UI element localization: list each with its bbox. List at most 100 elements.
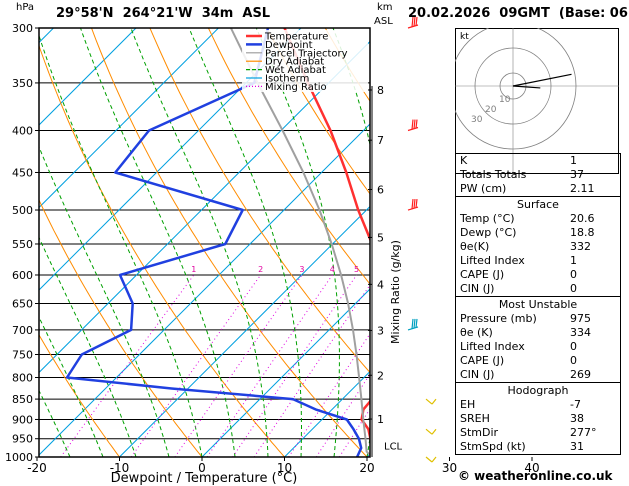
mixing-ratio-line xyxy=(60,274,195,457)
unstable-title: Most Unstable xyxy=(456,296,620,312)
isotherm-line xyxy=(119,205,370,457)
mixing-ratio-label: 4 xyxy=(330,265,335,274)
mixing-ratio-label: 3 xyxy=(299,265,304,274)
isotherm-line xyxy=(39,28,302,291)
data-point xyxy=(364,438,367,440)
index-value: 334 xyxy=(570,326,591,339)
km-tick-label: 4 xyxy=(377,278,384,291)
data-point xyxy=(358,438,360,440)
index-value: -7 xyxy=(570,398,581,411)
km-label: km xyxy=(377,2,393,13)
index-label: EH xyxy=(460,398,476,411)
index-value: 0 xyxy=(570,340,577,353)
data-point xyxy=(362,418,364,421)
legend-item: Wet Adiabat xyxy=(265,65,326,76)
data-point xyxy=(318,209,321,211)
index-value: 2.11 xyxy=(570,182,595,195)
x-tick-label: 30 xyxy=(442,461,457,475)
dry-adiabat xyxy=(207,28,370,285)
data-point xyxy=(361,418,363,421)
y-tick-label: 600 xyxy=(12,269,33,282)
data-point xyxy=(352,428,355,430)
data-point xyxy=(302,171,304,174)
km-tick-label: 8 xyxy=(377,84,384,97)
data-point xyxy=(119,274,121,276)
asl-label: ASL xyxy=(374,16,393,27)
hodograph-ring-label: 20 xyxy=(485,105,497,115)
datetime-title: 20.02.2026 09GMT (Base: 06) xyxy=(408,6,629,21)
index-label: StmSpd (kt) xyxy=(460,440,526,453)
index-label: CAPE (J) xyxy=(460,354,505,367)
mixing-ratio-label: 8 xyxy=(407,265,412,274)
hodograph-ring-label: 10 xyxy=(499,95,511,105)
index-label: K xyxy=(460,154,468,167)
series-temperature xyxy=(283,28,370,443)
mixing-ratio-axis-title: Mixing Ratio (g/kg) xyxy=(389,240,402,344)
data-point xyxy=(400,354,401,355)
data-point xyxy=(347,302,349,305)
index-label: PW (cm) xyxy=(460,182,507,195)
wet-adiabat xyxy=(400,28,437,457)
plot-frame xyxy=(38,27,371,458)
wet-adiabat xyxy=(39,34,203,457)
legend-bg xyxy=(242,30,368,92)
data-point xyxy=(360,447,362,449)
index-value: 20.6 xyxy=(570,212,595,225)
index-value: 1 xyxy=(570,254,577,267)
y-tick-label: 850 xyxy=(12,393,33,406)
copyright: © weatheronline.co.uk xyxy=(458,469,613,483)
x-tick-label: 0 xyxy=(198,461,206,475)
index-label: CIN (J) xyxy=(460,282,495,295)
isotherm-line xyxy=(39,123,370,456)
isotherm-line xyxy=(284,370,370,457)
index-value: 0 xyxy=(570,354,577,367)
y-tick-label: 500 xyxy=(12,204,33,217)
index-label: CIN (J) xyxy=(460,368,495,381)
index-label: CAPE (J) xyxy=(460,268,505,281)
legend-item: Isotherm xyxy=(265,74,309,85)
index-row: θe(K) 332 xyxy=(456,240,620,254)
wind-barb xyxy=(407,16,419,29)
wind-barb xyxy=(407,198,419,211)
x-axis-title: Dewpoint / Temperature (°C) xyxy=(111,471,298,486)
index-label: Pressure (mb) xyxy=(460,312,537,325)
y-tick-label: 350 xyxy=(12,77,33,90)
index-label: Totals Totals xyxy=(460,168,527,181)
lcl-label: LCL xyxy=(384,442,403,453)
km-tick-label: 7 xyxy=(377,134,384,147)
index-row: EH -7 xyxy=(456,398,620,412)
data-point xyxy=(114,171,116,174)
legend-item: Dry Adiabat xyxy=(265,57,324,68)
isotherm-line xyxy=(39,40,370,374)
data-point xyxy=(148,129,150,132)
index-label: θe(K) xyxy=(460,240,490,253)
wet-adiabat xyxy=(130,28,269,457)
index-row: Dewp (°C) 18.8 xyxy=(456,226,620,240)
index-row: Lifted Index 0 xyxy=(456,340,620,354)
data-point xyxy=(355,353,358,356)
data-point xyxy=(81,353,83,356)
index-value: 277° xyxy=(570,426,597,439)
x-tick-label: -20 xyxy=(27,461,47,475)
index-value: 975 xyxy=(570,312,591,325)
data-point xyxy=(292,398,294,400)
legend-item: Mixing Ratio xyxy=(265,82,327,93)
x-tick-label: 40 xyxy=(524,461,539,475)
data-point xyxy=(340,274,342,276)
data-point xyxy=(242,209,244,211)
y-tick-label: 800 xyxy=(12,371,33,384)
dry-adiabat xyxy=(39,198,203,457)
x-tick-label: -10 xyxy=(110,461,130,475)
location-title: 29°58'N 264°21'W 34m ASL xyxy=(56,6,271,21)
wind-barb xyxy=(425,398,437,405)
km-tick-label: 1 xyxy=(377,413,384,426)
data-point xyxy=(224,243,226,245)
mixing-ratio-label: 2 xyxy=(258,265,263,274)
data-point xyxy=(380,274,381,275)
index-row: SREH 38 xyxy=(456,412,620,426)
index-label: Lifted Index xyxy=(460,340,525,353)
data-point xyxy=(367,428,369,430)
y-tick-label: 300 xyxy=(12,22,33,35)
hodograph-ring-label: 30 xyxy=(471,115,483,125)
